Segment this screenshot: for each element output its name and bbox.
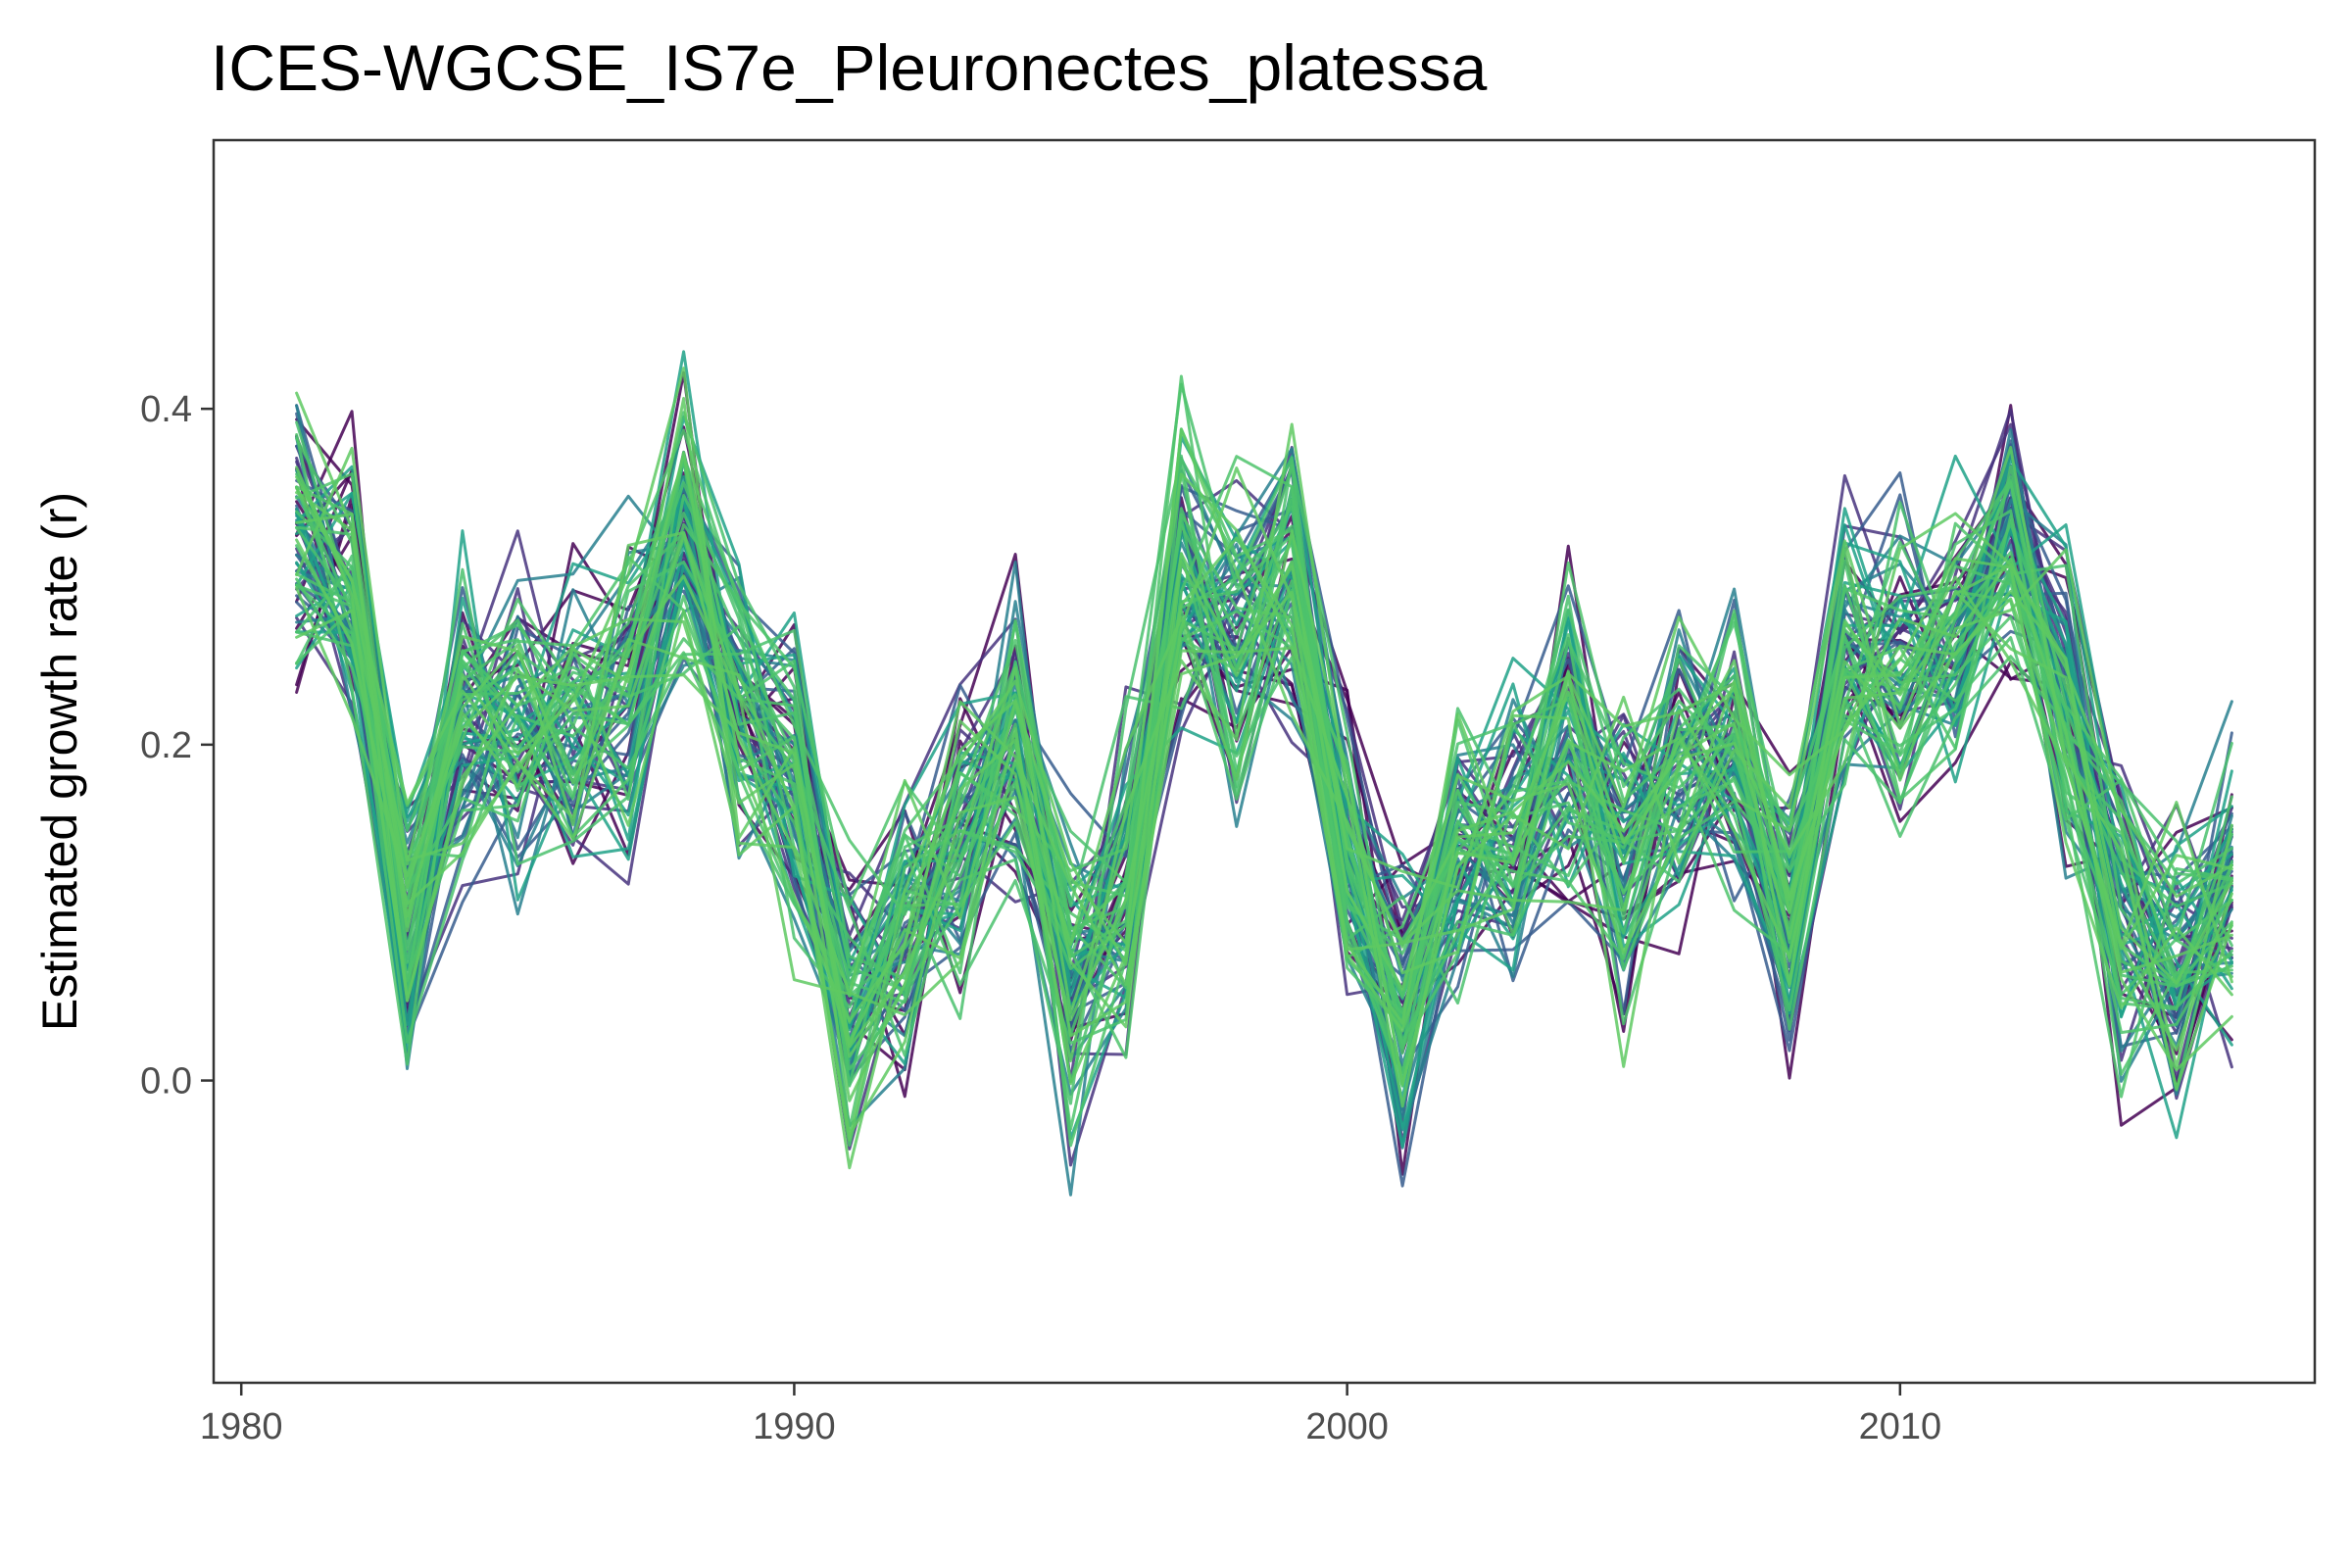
- series-line: [295, 469, 2233, 1037]
- x-tick-label: 1990: [753, 1406, 836, 1447]
- y-axis: 0.0 0.2 0.4: [140, 389, 214, 1102]
- series-line: [295, 455, 2233, 1029]
- series-lines: [295, 350, 2233, 1197]
- x-tick-label: 1980: [200, 1406, 283, 1447]
- chart-title: ICES-WGCSE_IS7e_Pleuronectes_platessa: [211, 31, 1488, 104]
- plot-panel: [212, 138, 2317, 1385]
- series-line: [295, 446, 2233, 1033]
- y-tick-label: 0.4: [140, 389, 192, 430]
- y-tick-label: 0.2: [140, 725, 192, 766]
- y-tick-label: 0.0: [140, 1061, 192, 1102]
- series-line: [295, 437, 2233, 1059]
- series-line: [295, 529, 2233, 1086]
- series-line: [295, 513, 2233, 1071]
- x-axis: 1980 1990 2000 2010: [200, 1383, 1941, 1447]
- series-line: [295, 391, 2233, 1170]
- series-line: [295, 422, 2233, 1108]
- series-line: [295, 485, 2233, 1084]
- x-tick-label: 2010: [1859, 1406, 1942, 1447]
- y-axis-label: Estimated growth rate (r): [32, 492, 87, 1031]
- series-line: [295, 411, 2233, 1105]
- x-tick-label: 2000: [1305, 1406, 1389, 1447]
